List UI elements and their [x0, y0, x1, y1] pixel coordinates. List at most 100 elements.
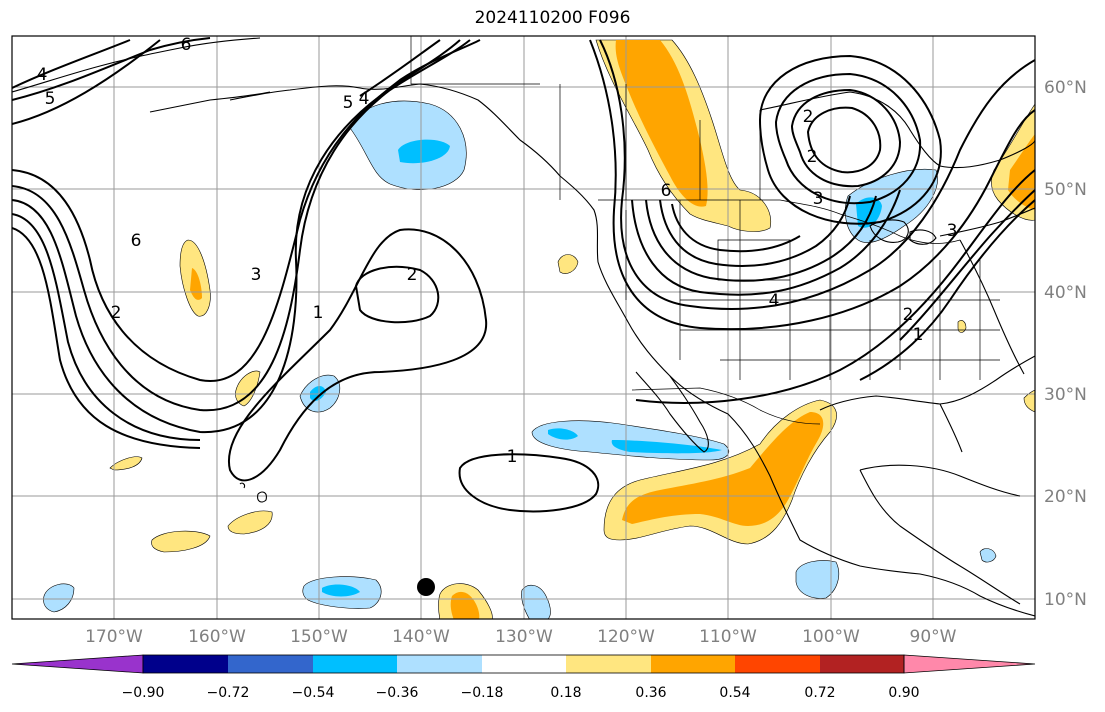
contour-east-1 [635, 169, 1035, 404]
contour-label: 3 [947, 221, 958, 241]
neg-core-south-1 [322, 584, 360, 597]
contour-label: 1 [313, 303, 324, 323]
coast-hawaii [239, 482, 267, 503]
contour-label: 2 [803, 107, 814, 127]
contour-low-core [806, 106, 882, 174]
lon-label: 100°W [802, 627, 860, 647]
colorbar-extend-high [903, 654, 1036, 674]
pos-area-east-coast [1023, 389, 1035, 413]
colorbar-tick-label: −0.18 [461, 685, 504, 701]
border-us-canada [598, 199, 961, 244]
pos-core-rockies [615, 40, 708, 207]
neg-area-south-2 [43, 583, 75, 613]
coast-aleutians [149, 91, 271, 113]
contour-west-4 [12, 39, 131, 89]
contour-label: 1 [913, 325, 924, 345]
longitude-labels: 170°W 160°W 150°W 140°W 130°W 120°W 110°… [85, 627, 957, 647]
pos-core-atlantic-canada [1008, 134, 1035, 210]
contour-west-5 [12, 37, 211, 101]
colorbar-bin [313, 655, 397, 673]
colorbar-bin [566, 655, 651, 673]
pos-area-small-5 [557, 254, 579, 274]
colorbar-bin [228, 655, 313, 673]
contour-label: 5 [343, 93, 354, 113]
contour-low-outer [758, 54, 942, 225]
neg-core-subtropical [548, 428, 722, 454]
contour-subtropical-1 [458, 453, 600, 513]
lon-label: 90°W [910, 627, 957, 647]
neg-core-hawaii-north [310, 386, 326, 401]
contour-pacific-1 [227, 228, 488, 482]
contour-label: 2 [807, 147, 818, 167]
colorbar-bin [397, 655, 482, 673]
colorbar-frame [142, 654, 905, 674]
coast-central-america [859, 469, 1021, 605]
colorbar-tick-label: 0.36 [635, 685, 666, 701]
colorbar-tick-label: −0.54 [292, 685, 335, 701]
colorbar-tick-label: 0.72 [804, 685, 835, 701]
contour-label: 4 [37, 65, 48, 85]
contour-pacific-2 [354, 265, 440, 324]
pos-area-small-3 [227, 510, 273, 535]
pos-area-small-2 [109, 456, 143, 471]
contour-label: 2 [407, 265, 418, 285]
lon-label: 120°W [597, 627, 655, 647]
coast-baja [635, 371, 709, 453]
neg-area-gulf-mexico [795, 560, 839, 599]
coast-gulf-mexico [819, 355, 1035, 411]
contour-low-inner [790, 88, 902, 188]
colorbar-tick-label: 0.18 [550, 685, 581, 701]
lat-label: 40°N [1044, 283, 1087, 303]
neg-area-subtropical [531, 420, 730, 461]
contour-east-2 [859, 199, 1035, 381]
lat-label: 20°N [1044, 487, 1087, 507]
colorbar-bin [482, 655, 566, 673]
pos-area-small-1 [235, 370, 261, 407]
pos-area-small-4 [151, 530, 211, 553]
colorbar-tick-label: 0.54 [719, 685, 750, 701]
pos-area-east-small [957, 320, 967, 333]
contour-label: 3 [251, 265, 262, 285]
contour-label: 2 [111, 303, 122, 323]
contour-ridge-5 [659, 195, 851, 267]
lon-label: 170°W [85, 627, 143, 647]
colorbar-tick-label: −0.90 [122, 685, 165, 701]
map-plot-area: 4 5 6 5 4 6 2 3 1 2 1 2 6 3 3 2 4 2 1 [12, 35, 1035, 619]
colorbar-tick-label: −0.36 [376, 685, 419, 701]
pos-core-mexico [622, 412, 824, 526]
contour-label: 1 [507, 447, 518, 467]
location-marker [417, 578, 435, 596]
colorbar-bin [820, 655, 904, 673]
contour-label: 6 [661, 181, 672, 201]
neg-area-south-3 [521, 584, 551, 619]
political-borders [410, 36, 1000, 425]
map-frame [11, 35, 1036, 620]
contour-labels: 4 5 6 5 4 6 2 3 1 2 1 2 6 3 3 2 4 2 1 [37, 35, 958, 467]
contour-ridge-2 [589, 39, 1035, 331]
lat-label: 10°N [1044, 590, 1087, 610]
lon-label: 130°W [495, 627, 553, 647]
contour-low-mid [774, 72, 922, 205]
contour-label: 5 [45, 89, 56, 109]
contour-lines [12, 37, 1035, 513]
lon-label: 110°W [699, 627, 757, 647]
lat-label: 30°N [1044, 385, 1087, 405]
contour-west-6 [12, 39, 161, 125]
map-title: 2024110200 F096 [474, 8, 631, 28]
contour-ridge-4 [645, 195, 877, 282]
lon-label: 140°W [392, 627, 450, 647]
colorbar-tick-label: 0.90 [888, 685, 919, 701]
colorbar-bin [143, 655, 228, 673]
neg-core-great-lakes [856, 197, 882, 228]
contour-ridge-3 [631, 189, 901, 296]
contour-label: 3 [813, 189, 824, 209]
lat-label: 60°N [1044, 78, 1087, 98]
contour-label: 2 [903, 305, 914, 325]
lat-label: 50°N [1044, 180, 1087, 200]
contour-wave-4 [12, 39, 441, 441]
colorbar-bin [735, 655, 820, 673]
latitude-labels: 60°N 50°N 40°N 30°N 20°N 10°N [1044, 78, 1087, 610]
graticule [12, 36, 1035, 619]
contour-east-3 [899, 189, 1035, 341]
contour-label: 6 [181, 35, 192, 55]
